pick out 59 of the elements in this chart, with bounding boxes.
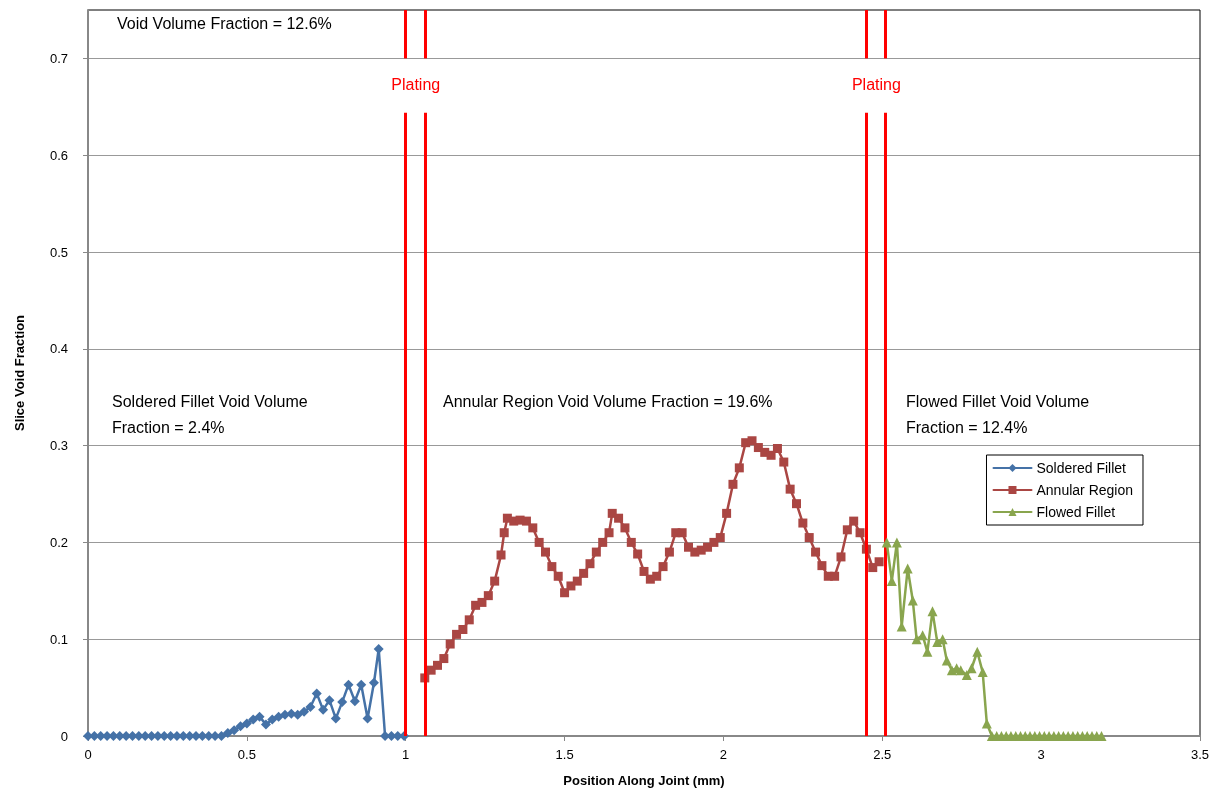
point bbox=[343, 679, 354, 690]
y-tick-label: 0.1 bbox=[49, 631, 68, 647]
y-axis-title: Slice Void Fraction bbox=[12, 314, 27, 432]
point bbox=[235, 721, 246, 732]
point bbox=[961, 670, 972, 681]
ref-line-label: Plating bbox=[391, 75, 441, 93]
y-tick-label: 0.5 bbox=[49, 244, 68, 260]
point bbox=[248, 714, 259, 725]
point bbox=[977, 667, 988, 678]
point bbox=[229, 725, 240, 736]
annotation: Void Volume Fraction = 12.6% bbox=[117, 14, 332, 32]
x-tick-label: 0 bbox=[84, 747, 92, 762]
point bbox=[318, 704, 329, 715]
annotation: Soldered Fillet Void Volume Fraction = 2.4% bbox=[112, 392, 313, 436]
annotation: Annular Region Void Volume Fraction = 19.6% bbox=[443, 392, 773, 410]
point bbox=[222, 728, 233, 739]
point bbox=[349, 696, 360, 707]
x-tick-label: 2.5 bbox=[873, 747, 892, 762]
point bbox=[330, 713, 341, 724]
point bbox=[981, 718, 992, 729]
x-tick-label: 0.5 bbox=[237, 747, 256, 762]
point bbox=[927, 606, 938, 617]
x-tick-label: 3.5 bbox=[1190, 747, 1210, 762]
x-tick-label: 1 bbox=[402, 747, 410, 762]
point bbox=[260, 719, 271, 730]
point bbox=[324, 695, 335, 706]
x-tick-label: 1.5 bbox=[555, 747, 574, 762]
x-tick-label: 2 bbox=[719, 747, 728, 762]
point bbox=[337, 697, 348, 708]
point bbox=[902, 563, 913, 574]
point bbox=[311, 688, 322, 699]
x-tick-label: 3 bbox=[1037, 747, 1045, 762]
point bbox=[368, 677, 379, 688]
point bbox=[267, 714, 278, 725]
point bbox=[972, 646, 983, 657]
point bbox=[955, 665, 966, 676]
y-tick-label: 0.7 bbox=[49, 50, 68, 66]
point bbox=[881, 537, 892, 548]
y-tick-label: 0.6 bbox=[49, 147, 68, 163]
x-axis-title: Position Along Joint (mm) bbox=[563, 773, 725, 788]
legend-label: Annular Region bbox=[1036, 482, 1134, 498]
legend-label: Soldered Fillet bbox=[1036, 460, 1127, 476]
point bbox=[966, 663, 977, 674]
y-tick-label: 0.2 bbox=[49, 534, 68, 550]
point bbox=[891, 537, 902, 548]
y-tick-label: 0.4 bbox=[49, 341, 68, 357]
y-tick-label: 0 bbox=[60, 728, 68, 744]
point bbox=[305, 701, 316, 712]
point bbox=[941, 655, 952, 666]
point bbox=[299, 706, 310, 717]
point bbox=[911, 634, 922, 645]
ref-line-label: Plating bbox=[851, 75, 901, 93]
point bbox=[254, 711, 265, 722]
legend-label: Flowed Fillet bbox=[1036, 504, 1116, 520]
point bbox=[241, 718, 252, 729]
annotation: Flowed Fillet Void Volume Fraction = 12.4% bbox=[906, 392, 1094, 436]
point bbox=[907, 595, 918, 606]
y-tick-label: 0.3 bbox=[49, 438, 68, 454]
point bbox=[373, 643, 384, 654]
